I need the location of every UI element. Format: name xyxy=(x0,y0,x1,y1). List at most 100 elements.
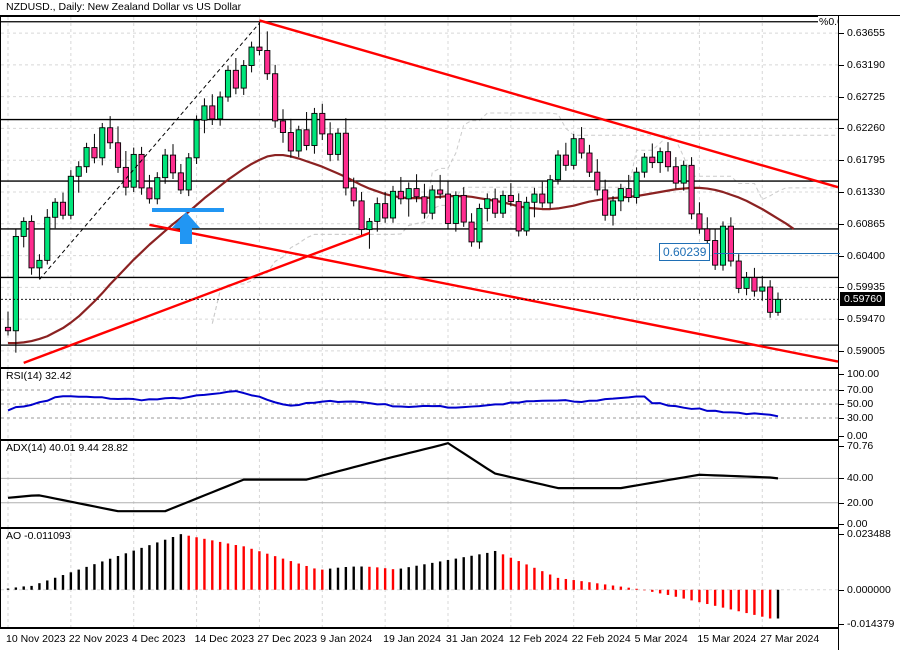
candlestick-body[interactable] xyxy=(185,157,192,191)
candlestick-body[interactable] xyxy=(162,154,169,179)
candlestick-body[interactable] xyxy=(36,259,43,269)
candlestick-body[interactable] xyxy=(52,201,59,218)
candlestick-body[interactable] xyxy=(193,119,200,159)
candlestick-body[interactable] xyxy=(122,166,129,188)
candlestick-body[interactable] xyxy=(696,213,703,230)
candlestick-body[interactable] xyxy=(712,240,719,266)
candlestick-body[interactable] xyxy=(586,152,593,173)
candlestick-body[interactable] xyxy=(374,203,381,222)
candlestick-body[interactable] xyxy=(444,193,452,224)
candlestick-body[interactable] xyxy=(492,198,499,214)
candlestick-body[interactable] xyxy=(256,46,263,51)
candlestick-body[interactable] xyxy=(248,46,255,66)
candlestick-body[interactable] xyxy=(437,189,444,195)
candlestick-body[interactable] xyxy=(240,65,247,89)
candlestick-body[interactable] xyxy=(672,166,679,184)
candlestick-body[interactable] xyxy=(154,177,161,200)
candlestick-body[interactable] xyxy=(28,220,35,269)
candlestick-body[interactable] xyxy=(751,276,758,292)
candlestick-body[interactable] xyxy=(75,166,82,177)
candlestick-body[interactable] xyxy=(287,132,294,152)
candlestick-body[interactable] xyxy=(429,189,436,214)
candlestick-body[interactable] xyxy=(59,201,67,216)
candlestick-body[interactable] xyxy=(389,190,397,219)
candlestick-body[interactable] xyxy=(680,164,687,184)
candlestick-body[interactable] xyxy=(130,153,137,188)
candlestick-body[interactable] xyxy=(554,154,562,181)
candlestick-body[interactable] xyxy=(547,179,554,204)
candlestick-body[interactable] xyxy=(774,298,782,313)
buy-arrow-icon[interactable] xyxy=(170,212,210,246)
candlestick-body[interactable] xyxy=(4,326,12,332)
candlestick-body[interactable] xyxy=(209,105,216,120)
candlestick-body[interactable] xyxy=(138,153,145,189)
candlestick-body[interactable] xyxy=(272,73,279,122)
candlestick-body[interactable] xyxy=(327,133,334,155)
candlestick-body[interactable] xyxy=(633,171,640,198)
candlestick-body[interactable] xyxy=(641,156,648,173)
candlestick-body[interactable] xyxy=(12,235,19,332)
candlestick-body[interactable] xyxy=(664,151,672,168)
candlestick-body[interactable] xyxy=(523,201,530,232)
entry-level-line[interactable] xyxy=(152,208,224,212)
candlestick-body[interactable] xyxy=(20,220,27,237)
candlestick-body[interactable] xyxy=(279,120,287,133)
candlestick-body[interactable] xyxy=(366,220,373,231)
candlestick-body[interactable] xyxy=(476,207,483,243)
candlestick-body[interactable] xyxy=(452,194,459,224)
candlestick-body[interactable] xyxy=(515,201,522,232)
candlestick-body[interactable] xyxy=(295,129,302,152)
candlestick-body[interactable] xyxy=(625,188,632,198)
candlestick-body[interactable] xyxy=(217,96,224,120)
candlestick-body[interactable] xyxy=(507,194,514,203)
candlestick-body[interactable] xyxy=(602,189,609,216)
price-axis[interactable]: 0.63655 0.63190 0.62725 0.62260 0.61795 0.613… xyxy=(838,0,900,650)
candlestick-body[interactable] xyxy=(264,50,271,75)
trendline-lower[interactable] xyxy=(149,223,839,363)
candlestick-body[interactable] xyxy=(146,187,153,200)
candlestick-body[interactable] xyxy=(177,172,184,191)
candlestick-body[interactable] xyxy=(319,112,326,135)
candlestick-body[interactable] xyxy=(657,151,664,164)
candlestick-body[interactable] xyxy=(91,147,98,159)
candlestick-body[interactable] xyxy=(704,228,711,241)
candlestick-body[interactable] xyxy=(499,194,507,214)
trendline-support[interactable] xyxy=(23,231,370,365)
candlestick-body[interactable] xyxy=(460,194,467,223)
candlestick-body[interactable] xyxy=(232,69,239,89)
candlestick-body[interactable] xyxy=(358,200,365,231)
candlestick-body[interactable] xyxy=(114,142,122,168)
candlestick-body[interactable] xyxy=(539,193,546,204)
candlestick-body[interactable] xyxy=(224,69,232,98)
price-callout[interactable]: 0.60239 xyxy=(659,243,711,261)
candlestick-body[interactable] xyxy=(727,225,734,262)
candlestick-body[interactable] xyxy=(743,276,750,289)
candlestick-body[interactable] xyxy=(107,127,114,144)
candlestick-body[interactable] xyxy=(303,129,310,146)
candlestick-body[interactable] xyxy=(44,216,51,261)
candlestick-body[interactable] xyxy=(342,132,349,189)
candlestick-body[interactable] xyxy=(334,132,342,155)
candlestick-body[interactable] xyxy=(649,156,656,164)
candlestick-body[interactable] xyxy=(570,138,577,166)
candlestick-body[interactable] xyxy=(759,286,766,292)
date-axis[interactable]: 10 Nov 2023 22 Nov 2023 4 Dec 2023 14 Dec 2… xyxy=(0,628,838,650)
candlestick-body[interactable] xyxy=(67,175,74,216)
candlestick-body[interactable] xyxy=(169,154,177,174)
candlestick-body[interactable] xyxy=(578,138,585,154)
trendline-upper[interactable] xyxy=(259,19,839,189)
candlestick-body[interactable] xyxy=(562,154,569,166)
candlestick-body[interactable] xyxy=(421,196,428,214)
candlestick-body[interactable] xyxy=(688,164,695,215)
candlestick-body[interactable] xyxy=(617,188,624,202)
candlestick-body[interactable] xyxy=(735,260,742,289)
candlestick-body[interactable] xyxy=(719,225,727,266)
candlestick-body[interactable] xyxy=(594,171,601,191)
candlestick-body[interactable] xyxy=(201,105,208,121)
candlestick-body[interactable] xyxy=(350,187,357,202)
candlestick-body[interactable] xyxy=(99,127,106,159)
candlestick-body[interactable] xyxy=(83,147,90,168)
candlestick-body[interactable] xyxy=(397,190,404,200)
candlestick-body[interactable] xyxy=(405,188,412,200)
candlestick-body[interactable] xyxy=(531,193,538,203)
